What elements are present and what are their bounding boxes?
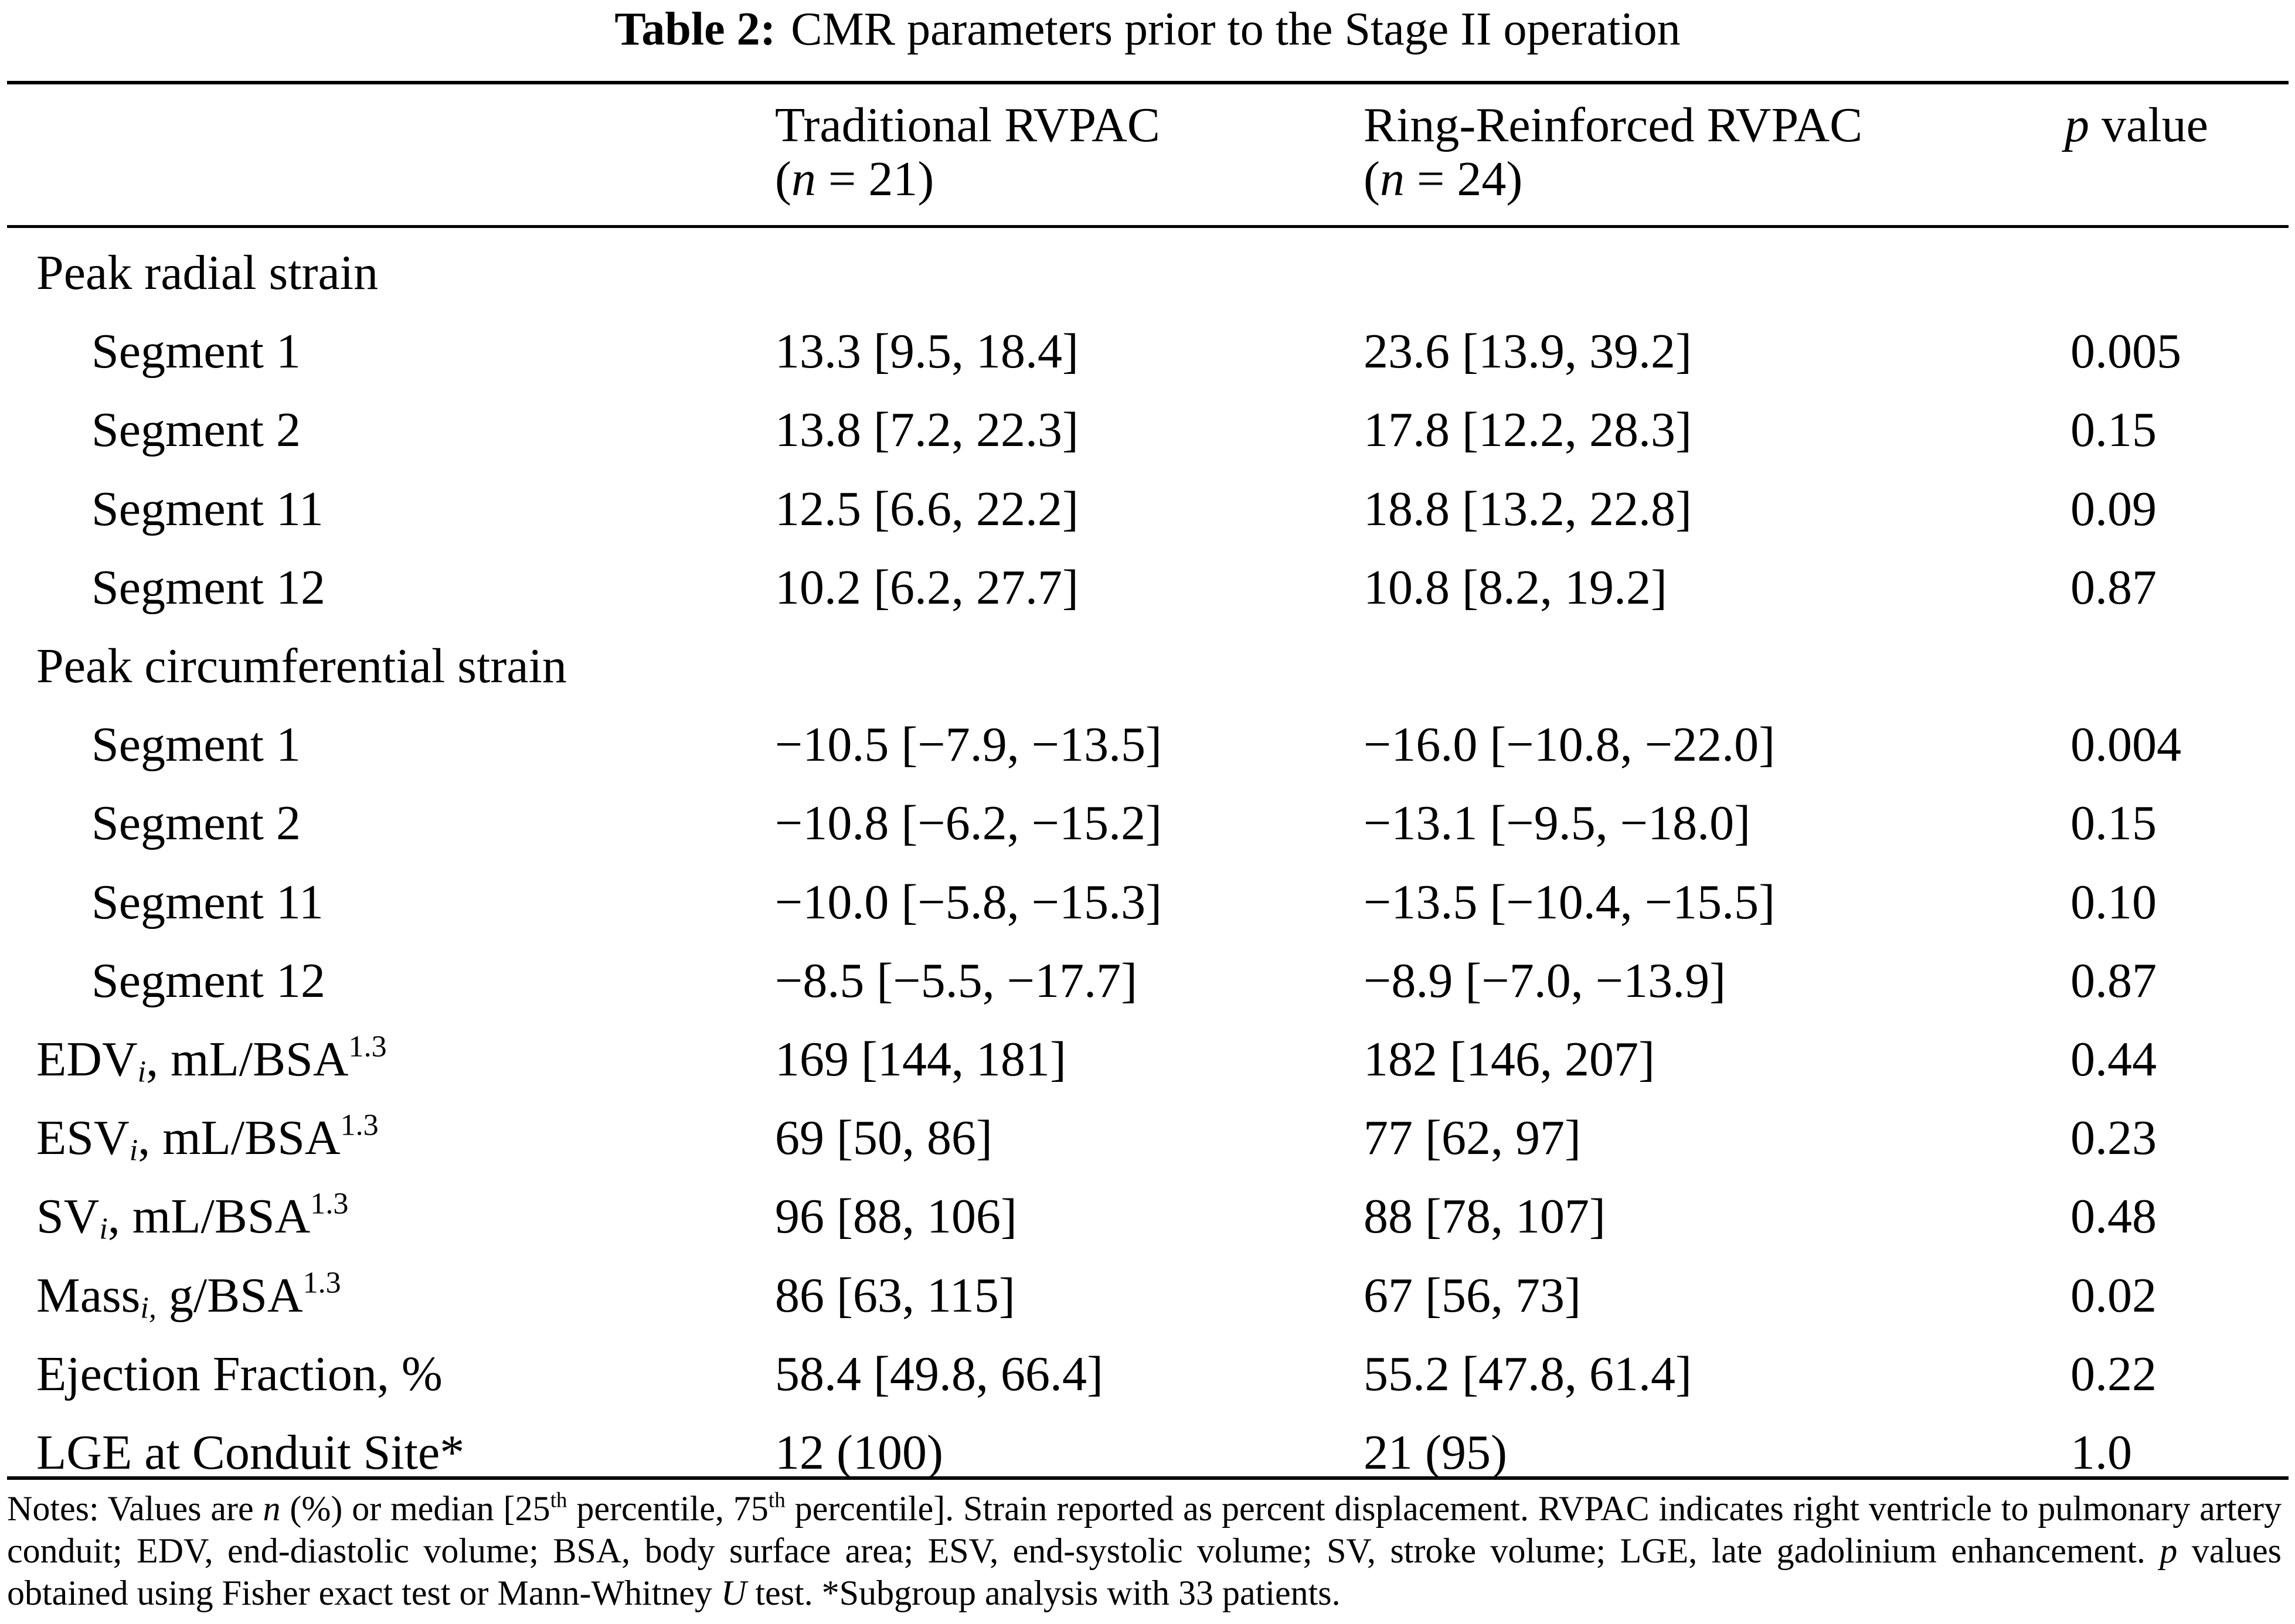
ring-reinforced-value: 23.6 [13.9, 39.2] <box>1364 324 1692 379</box>
traditional-value: 13.8 [7.2, 22.3] <box>775 403 1079 458</box>
ring-reinforced-value: −16.0 [−10.8, −22.0] <box>1364 717 1776 772</box>
table-row: Peak radial strain <box>0 234 2295 312</box>
row-label: Segment 1 <box>91 717 301 772</box>
table-row: Segment 2 13.8 [7.2, 22.3] 17.8 [12.2, 28.… <box>0 391 2295 469</box>
column-header-traditional: Traditional RVPAC (n = 21) <box>775 98 1160 206</box>
p-value: 0.22 <box>2070 1346 2157 1401</box>
table-caption: CMR parameters prior to the Stage II ope… <box>791 4 1681 55</box>
traditional-value: 96 [88, 106] <box>775 1189 1017 1244</box>
table-row: EDVi, mL/BSA1.3 169 [144, 181] 182 [146, 2… <box>0 1020 2295 1099</box>
traditional-value: 58.4 [49.8, 66.4] <box>775 1346 1103 1401</box>
p-value: 0.005 <box>2070 324 2181 379</box>
column-header-p-value: p value <box>2065 98 2208 152</box>
table-row: Peak circumferential strain <box>0 627 2295 706</box>
table-title: Table 2: CMR parameters prior to the Sta… <box>0 0 2295 59</box>
row-label: Ejection Fraction, % <box>36 1346 443 1401</box>
ring-reinforced-value: 10.8 [8.2, 19.2] <box>1364 560 1667 615</box>
ring-reinforced-value: 18.8 [13.2, 22.8] <box>1364 481 1692 536</box>
p-value: 0.87 <box>2070 953 2157 1008</box>
row-label: Segment 2 <box>91 403 301 458</box>
row-label: Segment 2 <box>91 796 301 851</box>
table-row: Segment 11 12.5 [6.6, 22.2] 18.8 [13.2, 22… <box>0 470 2295 549</box>
table-number: Table 2: <box>614 4 776 55</box>
column-header-ring-reinforced-n: (n = 24) <box>1364 152 1523 206</box>
ring-reinforced-value: −13.1 [−9.5, −18.0] <box>1364 796 1751 851</box>
column-header-traditional-n: (n = 21) <box>775 152 934 206</box>
ring-reinforced-value: −13.5 [−10.4, −15.5] <box>1364 874 1776 930</box>
p-value: 0.44 <box>2070 1031 2157 1087</box>
p-value: 1.0 <box>2070 1425 2132 1480</box>
column-header-ring-reinforced-name: Ring-Reinforced RVPAC <box>1364 98 1863 152</box>
row-label: EDVi, mL/BSA1.3 <box>36 1030 387 1089</box>
table-row: Massi, g/BSA1.3 86 [63, 115] 67 [56, 73] 0.… <box>0 1256 2295 1334</box>
row-label: SVi, mL/BSA1.3 <box>36 1187 349 1246</box>
ring-reinforced-value: 77 [62, 97] <box>1364 1111 1581 1166</box>
ring-reinforced-value: 182 [146, 207] <box>1364 1031 1655 1087</box>
table-row: Segment 2 −10.8 [−6.2, −15.2] −13.1 [−9.5,… <box>0 784 2295 863</box>
table-row: Ejection Fraction, % 58.4 [49.8, 66.4] 55.… <box>0 1335 2295 1414</box>
table-row: Segment 12 10.2 [6.2, 27.7] 10.8 [8.2, 19.… <box>0 549 2295 627</box>
traditional-value: −10.0 [−5.8, −15.3] <box>775 874 1162 930</box>
column-header-traditional-name: Traditional RVPAC <box>775 98 1160 152</box>
table-notes: Notes: Values are n (%) or median [25th … <box>7 1488 2282 1612</box>
ring-reinforced-value: 67 [56, 73] <box>1364 1268 1581 1323</box>
p-value: 0.15 <box>2070 796 2157 851</box>
traditional-value: 86 [63, 115] <box>775 1268 1015 1323</box>
row-label: Segment 12 <box>91 953 325 1008</box>
ring-reinforced-value: 55.2 [47.8, 61.4] <box>1364 1346 1692 1401</box>
traditional-value: 12.5 [6.6, 22.2] <box>775 481 1079 536</box>
table-row: Segment 1 13.3 [9.5, 18.4] 23.6 [13.9, 39.… <box>0 312 2295 391</box>
p-value: 0.48 <box>2070 1189 2157 1244</box>
traditional-value: −10.5 [−7.9, −13.5] <box>775 717 1162 772</box>
traditional-value: 69 [50, 86] <box>775 1111 992 1166</box>
bottom-rule <box>7 1476 2289 1480</box>
ring-reinforced-value: −8.9 [−7.0, −13.9] <box>1364 953 1726 1008</box>
traditional-value: −8.5 [−5.5, −17.7] <box>775 953 1138 1008</box>
row-label: Segment 1 <box>91 324 301 379</box>
table-row: SVi, mL/BSA1.3 96 [88, 106] 88 [78, 107] 0.… <box>0 1177 2295 1256</box>
ring-reinforced-value: 88 [78, 107] <box>1364 1189 1606 1244</box>
traditional-value: 13.3 [9.5, 18.4] <box>775 324 1079 379</box>
table-row: Segment 12 −8.5 [−5.5, −17.7] −8.9 [−7.0, … <box>0 942 2295 1020</box>
table-row: LGE at Conduit Site* 12 (100) 21 (95) 1.0 <box>0 1414 2295 1492</box>
row-label: Massi, g/BSA1.3 <box>36 1266 341 1325</box>
p-value: 0.004 <box>2070 717 2181 772</box>
traditional-value: 10.2 [6.2, 27.7] <box>775 560 1079 615</box>
row-label: Segment 11 <box>91 481 324 536</box>
ring-reinforced-value: 21 (95) <box>1364 1425 1507 1480</box>
p-value: 0.87 <box>2070 560 2157 615</box>
table-row: Segment 11 −10.0 [−5.8, −15.3] −13.5 [−10.… <box>0 863 2295 942</box>
table-row: Segment 1 −10.5 [−7.9, −13.5] −16.0 [−10.8… <box>0 706 2295 784</box>
traditional-value: 169 [144, 181] <box>775 1031 1066 1087</box>
row-label: Peak circumferential strain <box>36 639 567 694</box>
table-body: Peak radial strain Segment 1 13.3 [9.5, 18… <box>0 234 2295 1492</box>
traditional-value: 12 (100) <box>775 1425 943 1480</box>
row-label: ESVi, mL/BSA1.3 <box>36 1108 379 1167</box>
p-value: 0.09 <box>2070 481 2157 536</box>
traditional-value: −10.8 [−6.2, −15.2] <box>775 796 1162 851</box>
row-label: Peak radial strain <box>36 246 379 301</box>
column-header-ring-reinforced: Ring-Reinforced RVPAC (n = 24) <box>1364 98 1862 206</box>
row-label: Segment 11 <box>91 874 324 930</box>
top-rule <box>7 81 2289 84</box>
table-row: ESVi, mL/BSA1.3 69 [50, 86] 77 [62, 97] 0.2… <box>0 1099 2295 1177</box>
p-value: 0.10 <box>2070 874 2157 930</box>
p-value: 0.02 <box>2070 1268 2157 1323</box>
row-label: LGE at Conduit Site* <box>36 1425 465 1480</box>
header-rule <box>7 225 2289 228</box>
p-value: 0.23 <box>2070 1111 2157 1166</box>
row-label: Segment 12 <box>91 560 325 615</box>
p-value: 0.15 <box>2070 403 2157 458</box>
ring-reinforced-value: 17.8 [12.2, 28.3] <box>1364 403 1692 458</box>
